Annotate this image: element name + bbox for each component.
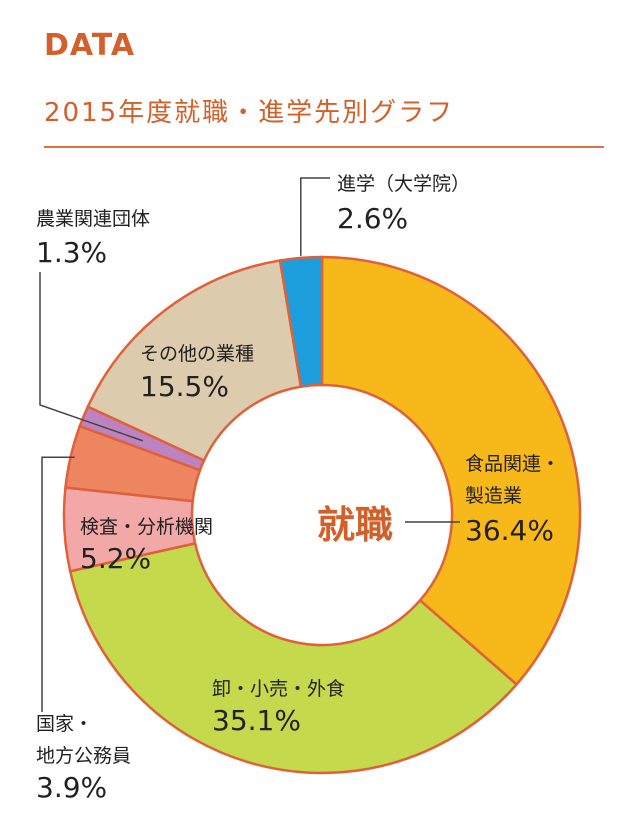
slice-label-1: 食品関連・製造業 [465, 453, 560, 507]
labels-group: 食品関連・製造業 36.4% 卸・小売・外食 35.1% 検査・分析機関 5.2% 国家・地… [36, 173, 560, 804]
leader-line-agriculture [39, 272, 144, 442]
slice-label-7: 進学（大学院） [337, 173, 470, 195]
chart-title: 2015年度就職・進学先別グラフ [44, 98, 455, 128]
leader-line-government [41, 456, 75, 712]
slice-label-2: 卸・小売・外食 [212, 678, 345, 700]
slice-6 [86, 258, 303, 463]
slice-label-5: 農業関連団体 [36, 208, 150, 230]
slice-2 [68, 541, 519, 775]
slice-value-1: 36.4% [465, 514, 554, 547]
slice-value-2: 35.1% [212, 704, 301, 737]
slice-label-6: その他の業種 [140, 343, 254, 365]
slices-group [62, 255, 582, 775]
slice-label-3: 検査・分析機関 [80, 516, 213, 538]
slice-value-7: 2.6% [337, 202, 408, 235]
leader-lines-group [39, 177, 460, 712]
slice-1 [320, 255, 582, 687]
title-divider [44, 146, 604, 148]
slice-value-6: 15.5% [140, 370, 229, 403]
slice-value-4: 3.9% [36, 771, 107, 804]
slice-value-3: 5.2% [80, 542, 151, 575]
section-heading: DATA [44, 28, 136, 63]
leader-line-graduate [300, 177, 330, 256]
slice-7 [278, 255, 324, 389]
slice-label-4: 国家・地方公務員 [36, 713, 131, 767]
center-label: 就職 [317, 503, 393, 547]
slice-value-5: 1.3% [36, 236, 107, 269]
